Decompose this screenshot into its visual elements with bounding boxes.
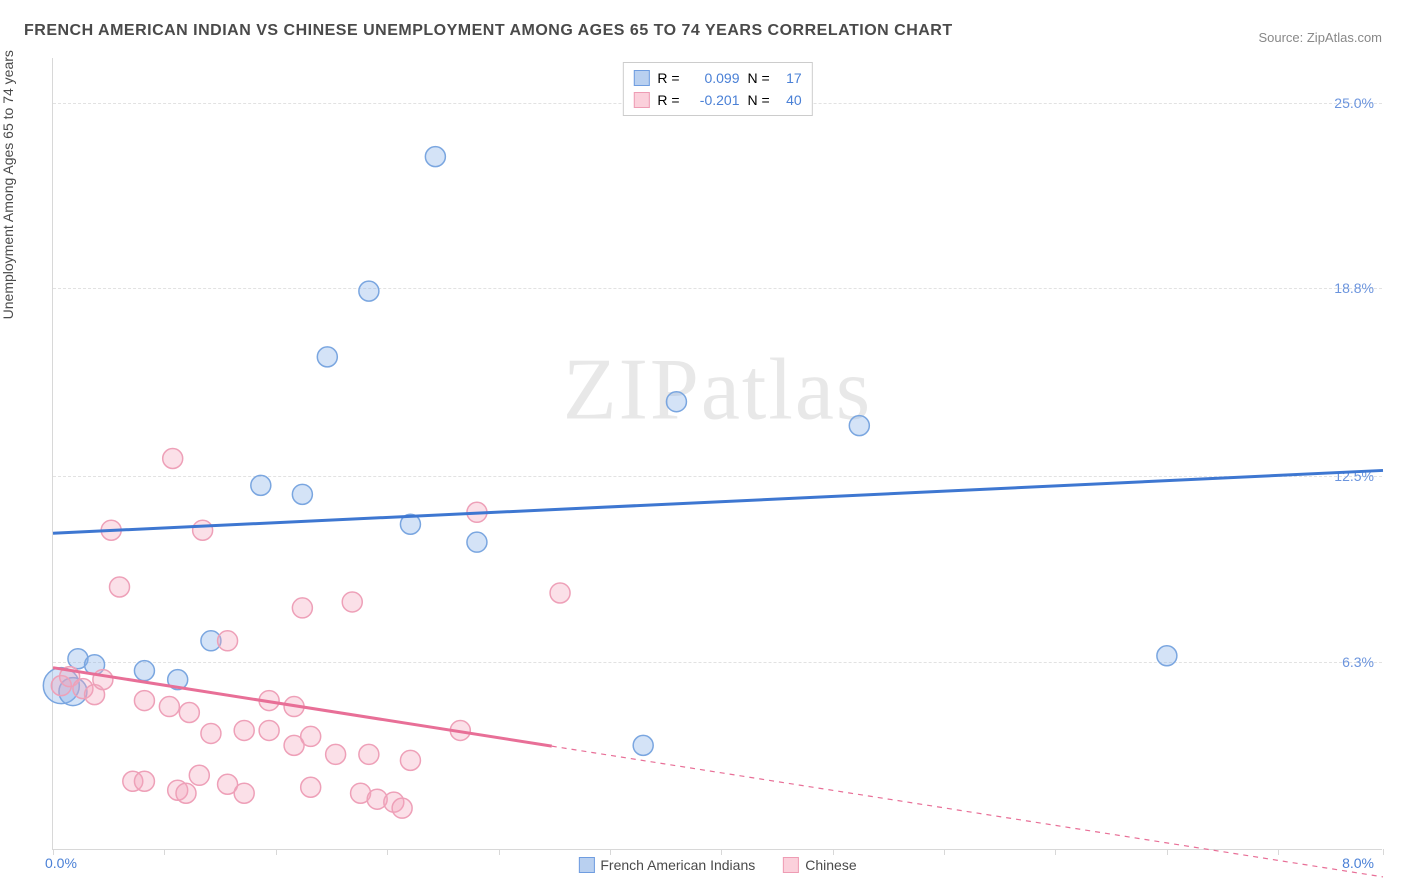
- x-tick: [276, 849, 277, 855]
- data-point: [292, 484, 312, 504]
- swatch-pink: [783, 857, 799, 873]
- x-tick: [1167, 849, 1168, 855]
- data-point: [259, 720, 279, 740]
- r-label: R =: [657, 89, 679, 111]
- data-point: [193, 520, 213, 540]
- n-label: N =: [748, 89, 770, 111]
- x-max-label: 8.0%: [1342, 855, 1374, 871]
- plot-svg: [53, 58, 1382, 849]
- n-value: 40: [778, 89, 802, 111]
- data-point: [633, 735, 653, 755]
- data-point: [134, 771, 154, 791]
- data-point: [176, 783, 196, 803]
- source-attribution: Source: ZipAtlas.com: [1258, 30, 1382, 45]
- data-point: [359, 281, 379, 301]
- data-point: [292, 598, 312, 618]
- data-point: [189, 765, 209, 785]
- data-point: [550, 583, 570, 603]
- data-point: [134, 691, 154, 711]
- x-tick: [164, 849, 165, 855]
- legend-label: Chinese: [805, 857, 856, 873]
- plot-area: ZIPatlas 6.3%12.5%18.8%25.0% R = 0.099 N…: [52, 58, 1382, 850]
- swatch-blue: [633, 70, 649, 86]
- data-point: [317, 347, 337, 367]
- chart-container: FRENCH AMERICAN INDIAN VS CHINESE UNEMPL…: [0, 0, 1406, 892]
- data-point: [1157, 646, 1177, 666]
- chart-title: FRENCH AMERICAN INDIAN VS CHINESE UNEMPL…: [24, 22, 953, 40]
- data-point: [251, 475, 271, 495]
- swatch-pink: [633, 92, 649, 108]
- data-point: [342, 592, 362, 612]
- n-label: N =: [748, 67, 770, 89]
- data-point: [218, 631, 238, 651]
- x-tick: [499, 849, 500, 855]
- data-point: [359, 744, 379, 764]
- legend-label: French American Indians: [600, 857, 755, 873]
- data-point: [163, 448, 183, 468]
- r-value: -0.201: [688, 89, 740, 111]
- x-tick: [721, 849, 722, 855]
- data-point: [400, 750, 420, 770]
- r-value: 0.099: [688, 67, 740, 89]
- data-point: [425, 147, 445, 167]
- x-origin-label: 0.0%: [45, 855, 77, 871]
- x-tick: [610, 849, 611, 855]
- stats-legend: R = 0.099 N = 17 R = -0.201 N = 40: [622, 62, 812, 116]
- data-point: [234, 720, 254, 740]
- y-axis-label: Unemployment Among Ages 65 to 74 years: [0, 50, 16, 319]
- stats-row-1: R = 0.099 N = 17: [633, 67, 801, 89]
- data-point: [392, 798, 412, 818]
- data-point: [93, 670, 113, 690]
- data-point: [467, 532, 487, 552]
- r-label: R =: [657, 67, 679, 89]
- x-tick: [1055, 849, 1056, 855]
- data-point: [326, 744, 346, 764]
- data-point: [301, 777, 321, 797]
- data-point: [234, 783, 254, 803]
- swatch-blue: [578, 857, 594, 873]
- series-legend: French American Indians Chinese: [578, 857, 856, 873]
- stats-row-2: R = -0.201 N = 40: [633, 89, 801, 111]
- x-tick: [1278, 849, 1279, 855]
- data-point: [301, 726, 321, 746]
- n-value: 17: [778, 67, 802, 89]
- data-point: [110, 577, 130, 597]
- legend-item-1: French American Indians: [578, 857, 755, 873]
- data-point: [179, 703, 199, 723]
- x-tick: [944, 849, 945, 855]
- x-tick: [833, 849, 834, 855]
- data-point: [134, 661, 154, 681]
- data-point: [666, 392, 686, 412]
- legend-item-2: Chinese: [783, 857, 856, 873]
- x-tick: [387, 849, 388, 855]
- data-point: [201, 723, 221, 743]
- data-point: [159, 697, 179, 717]
- data-point: [849, 416, 869, 436]
- x-tick: [1383, 849, 1384, 855]
